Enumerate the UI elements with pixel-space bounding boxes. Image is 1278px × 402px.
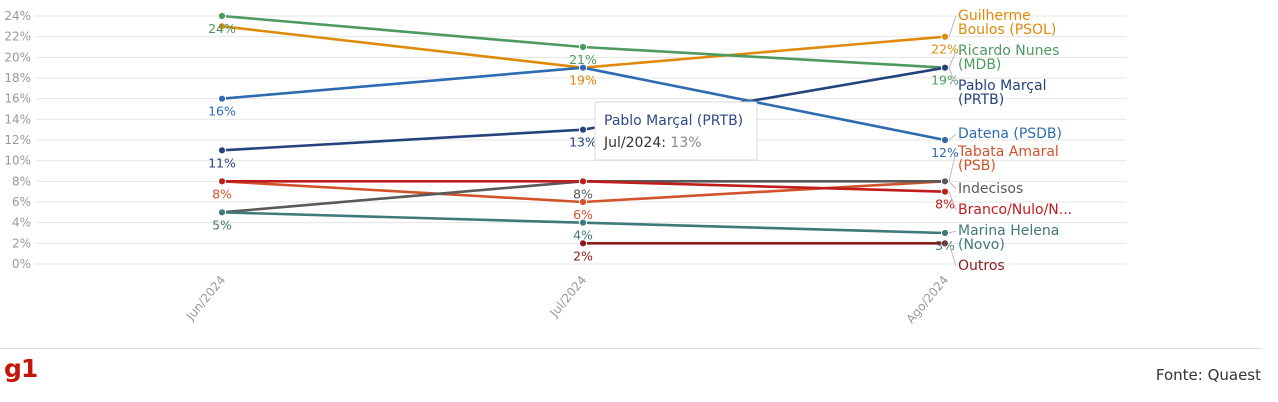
data-point[interactable]	[578, 177, 588, 186]
y-tick-label: 2%	[12, 236, 31, 250]
series-end-label: (Novo)	[958, 237, 1005, 253]
data-label: 8%	[212, 186, 232, 201]
data-point[interactable]	[578, 239, 588, 248]
data-point[interactable]	[940, 135, 950, 145]
tooltip-category: Jul/2024:	[603, 135, 666, 151]
data-point[interactable]	[578, 197, 588, 207]
label-connector	[948, 180, 957, 190]
label-connector	[948, 50, 957, 68]
data-label: 24%	[208, 21, 236, 36]
y-tick-label: 16%	[4, 92, 31, 106]
series-end-label: (MDB)	[958, 57, 1001, 73]
x-tick-label: Ago/2024	[903, 273, 951, 326]
data-point[interactable]	[940, 177, 950, 186]
data-point[interactable]	[940, 32, 950, 41]
series-end-label: Tabata Amaral	[957, 144, 1059, 160]
data-label: 11%	[208, 155, 236, 170]
series-end-label: Outros	[958, 258, 1005, 274]
data-point[interactable]	[940, 63, 950, 72]
line-chart: 0% 2% 4% 6% 8% 10% 12% 14% 16% 18% 20% 22% 24% Jun/2…	[4, 8, 1126, 326]
series-end-label: (PSB)	[958, 158, 996, 174]
label-connector	[948, 133, 957, 141]
x-axis-ticks: Jun/2024 Jul/2024 Ago/2024	[183, 273, 952, 326]
data-label: 13%	[569, 135, 597, 150]
data-label: 8%	[935, 197, 955, 212]
data-label: 5%	[212, 217, 232, 232]
label-connector	[948, 67, 957, 87]
series-end-label: Guilherme	[958, 8, 1031, 24]
g1-logo: g1	[4, 354, 38, 383]
data-label: 3%	[935, 238, 955, 253]
data-label: 19%	[569, 73, 597, 88]
x-tick-label: Jun/2024	[183, 273, 229, 324]
data-label: 6%	[573, 207, 593, 222]
tooltip-title: Pablo Marçal (PRTB)	[604, 113, 743, 129]
data-point[interactable]	[578, 125, 588, 134]
tooltip-body: Jul/2024: 13%	[603, 135, 702, 151]
series-end-label: Pablo Marçal	[958, 78, 1046, 94]
data-point[interactable]	[217, 208, 227, 217]
y-tick-label: 8%	[12, 174, 31, 188]
data-point[interactable]	[217, 22, 227, 31]
series-layer	[217, 11, 950, 248]
y-tick-label: 4%	[12, 216, 31, 230]
x-tick-label: Jul/2024	[546, 273, 589, 320]
y-tick-label: 12%	[4, 133, 31, 147]
series-end-label: Marina Helena	[958, 223, 1059, 239]
footer-divider	[0, 348, 1262, 349]
data-label: 21%	[569, 52, 597, 67]
series-end-label: Indecisos	[958, 181, 1023, 197]
data-point[interactable]	[578, 63, 588, 72]
series-end-label: (PRTB)	[958, 92, 1004, 108]
tooltip: Pablo Marçal (PRTB) Jul/2024: 13%	[594, 101, 758, 161]
data-label: 16%	[208, 104, 236, 119]
label-connector	[948, 230, 957, 234]
data-point[interactable]	[217, 146, 227, 155]
label-connector	[948, 151, 957, 182]
point-labels: 19% 22% 24% 21% 19% 11% 13% 16% 12% 8% 6% 8% 8% 5% 4% 3…	[208, 21, 959, 263]
y-tick-label: 20%	[4, 50, 31, 64]
y-axis-ticks: 0% 2% 4% 6% 8% 10% 12% 14% 16% 18% 20% 22% 24%	[4, 9, 31, 271]
label-connector	[948, 191, 957, 211]
label-connector	[948, 15, 957, 37]
y-tick-label: 6%	[12, 195, 31, 209]
data-point[interactable]	[578, 218, 588, 227]
y-tick-label: 0%	[12, 257, 31, 271]
label-connector	[948, 243, 957, 267]
y-tick-label: 24%	[4, 9, 31, 23]
data-label: 8%	[573, 186, 593, 201]
data-point[interactable]	[940, 239, 950, 248]
tooltip-value: 13%	[670, 135, 701, 151]
tooltip-box	[594, 101, 758, 161]
source-text: Fonte: Quaest	[1155, 366, 1261, 384]
data-label: 12%	[931, 145, 959, 160]
y-tick-label: 10%	[4, 154, 31, 168]
series-end-label: Branco/Nulo/N...	[958, 202, 1072, 218]
y-tick-label: 22%	[4, 30, 31, 44]
data-point[interactable]	[217, 94, 227, 103]
data-point[interactable]	[217, 11, 227, 21]
data-label: 4%	[573, 228, 593, 243]
series-end-label: Ricardo Nunes	[958, 43, 1059, 59]
data-point[interactable]	[940, 228, 950, 238]
y-tick-label: 18%	[4, 71, 31, 85]
data-point[interactable]	[217, 177, 227, 186]
data-label: 22%	[931, 42, 959, 57]
series-end-label: Datena (PSDB)	[958, 126, 1062, 142]
series-end-label: Boulos (PSOL)	[958, 22, 1056, 38]
data-label: 19%	[931, 73, 959, 88]
data-point[interactable]	[940, 187, 950, 196]
y-tick-label: 14%	[4, 112, 31, 126]
data-point[interactable]	[578, 42, 588, 52]
data-label: 2%	[573, 248, 593, 263]
